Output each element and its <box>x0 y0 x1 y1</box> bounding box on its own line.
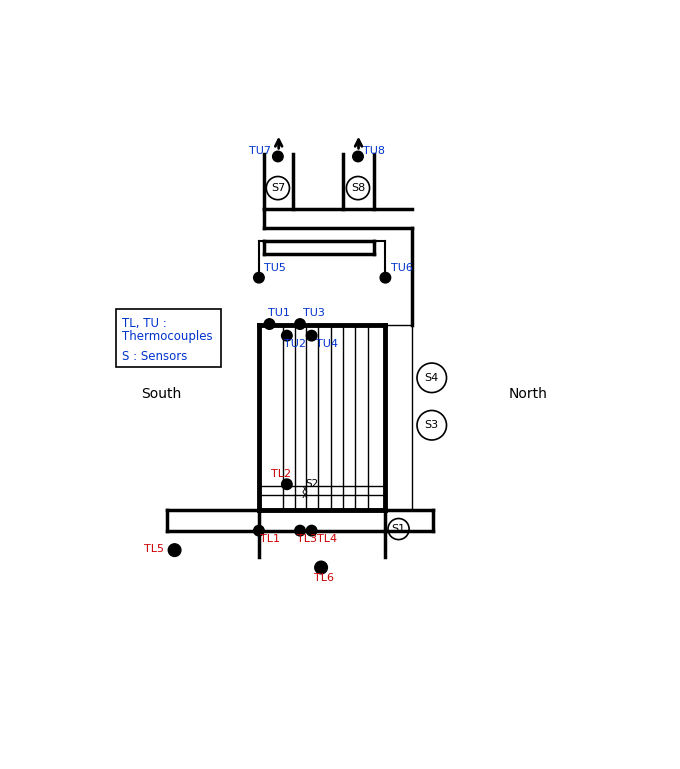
Text: TL, TU :: TL, TU : <box>122 317 167 330</box>
Circle shape <box>254 525 264 536</box>
Text: S2: S2 <box>305 479 318 489</box>
Text: TU5: TU5 <box>264 263 286 273</box>
Text: TL5: TL5 <box>144 544 164 554</box>
Circle shape <box>307 525 317 536</box>
Text: S7: S7 <box>271 183 285 193</box>
Circle shape <box>282 479 292 490</box>
Circle shape <box>315 561 328 574</box>
Circle shape <box>282 331 292 341</box>
Circle shape <box>168 544 181 557</box>
Text: x: x <box>302 484 307 494</box>
Text: TL3: TL3 <box>297 534 318 544</box>
Text: TL2: TL2 <box>271 469 291 479</box>
Text: x: x <box>302 490 307 500</box>
Text: S1: S1 <box>392 524 406 534</box>
Text: South: South <box>141 387 182 401</box>
Text: North: North <box>508 387 547 401</box>
Text: TU7: TU7 <box>249 146 271 156</box>
Text: S : Sensors: S : Sensors <box>122 351 187 364</box>
Text: TU3: TU3 <box>303 308 324 318</box>
Text: Thermocouples: Thermocouples <box>122 331 213 344</box>
Text: TU6: TU6 <box>390 263 413 273</box>
Circle shape <box>294 319 305 329</box>
Text: TU1: TU1 <box>269 308 290 318</box>
Circle shape <box>264 319 275 329</box>
Circle shape <box>273 151 283 161</box>
Text: TU8: TU8 <box>363 146 386 156</box>
Text: TU4: TU4 <box>316 339 338 349</box>
Circle shape <box>353 151 363 161</box>
Text: TL4: TL4 <box>317 534 337 544</box>
Text: TL6: TL6 <box>314 573 335 583</box>
Text: S4: S4 <box>424 373 439 383</box>
Circle shape <box>307 331 317 341</box>
Circle shape <box>380 272 390 283</box>
Circle shape <box>294 525 305 536</box>
Text: S8: S8 <box>351 183 365 193</box>
Bar <box>116 309 221 368</box>
Circle shape <box>254 272 264 283</box>
Text: TL1: TL1 <box>260 534 280 544</box>
Text: TU2: TU2 <box>284 339 306 349</box>
Text: S3: S3 <box>425 420 439 430</box>
